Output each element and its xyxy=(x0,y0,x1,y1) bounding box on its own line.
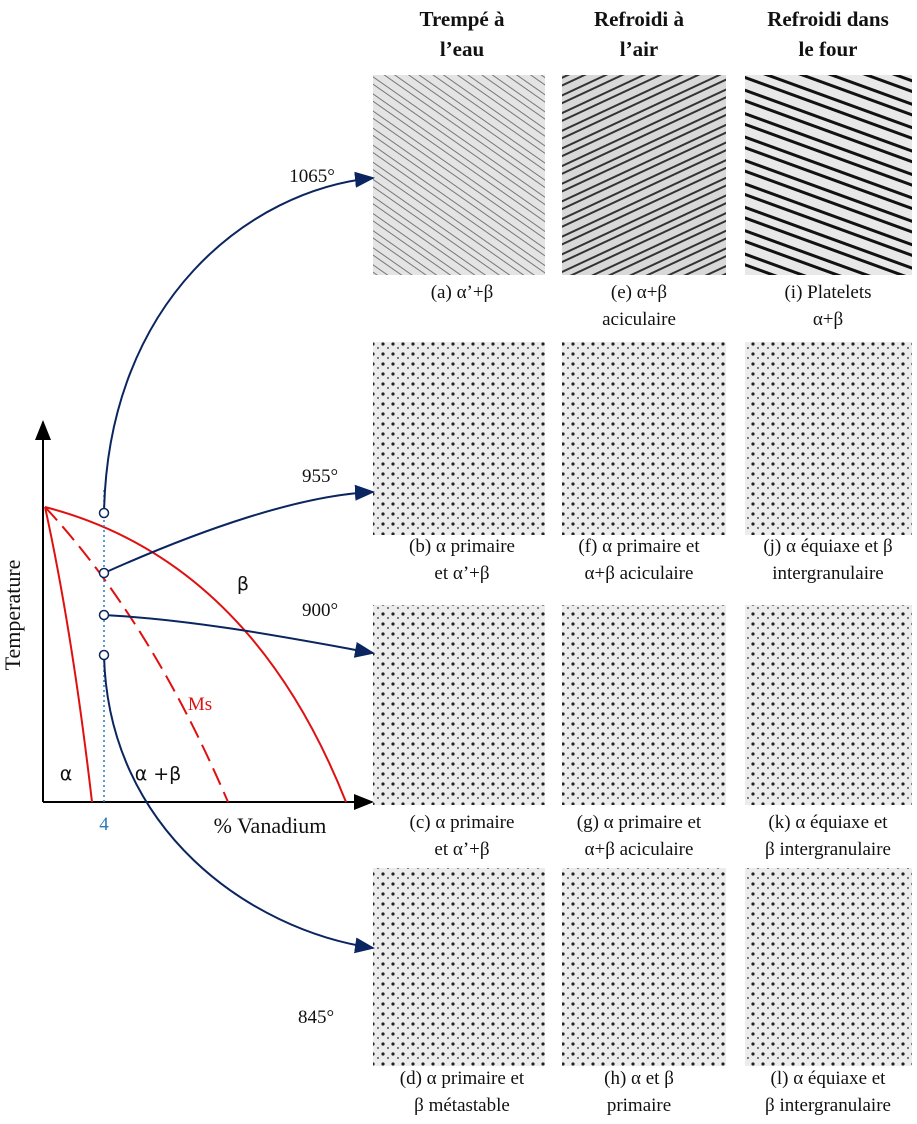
arrow xyxy=(104,492,373,573)
column-header: Trempé à xyxy=(420,7,505,31)
alpha-boundary xyxy=(45,507,92,802)
composition-label: 4 xyxy=(99,814,109,835)
ms-label: Ms xyxy=(188,694,212,715)
caption: primaire xyxy=(607,1095,671,1116)
micrograph xyxy=(562,868,726,1066)
caption: (b) α primaire xyxy=(409,536,515,557)
temperature-label: 845° xyxy=(298,1007,334,1028)
temperature-label: 900° xyxy=(302,600,338,621)
caption: (d) α primaire et xyxy=(400,1068,525,1089)
micrograph xyxy=(373,342,545,535)
caption: (f) α primaire et xyxy=(578,536,700,557)
caption: β intergranulaire xyxy=(765,839,891,860)
caption: (e) α+β xyxy=(611,282,667,303)
column-header: l’air xyxy=(620,37,658,61)
column-header: Refroidi dans xyxy=(767,7,889,31)
caption: aciculaire xyxy=(602,309,676,330)
x-axis-label: % Vanadium xyxy=(214,813,327,838)
caption: α+β aciculaire xyxy=(585,839,694,860)
caption: (k) α équiaxe et xyxy=(768,812,888,833)
column-header: l’eau xyxy=(440,37,485,61)
micrograph xyxy=(562,605,726,805)
caption: (c) α primaire xyxy=(410,812,515,833)
caption: (g) α primaire et xyxy=(577,812,702,833)
caption: β métastable xyxy=(414,1095,510,1116)
micrograph xyxy=(562,75,726,275)
point xyxy=(100,569,109,578)
caption: intergranulaire xyxy=(772,563,884,584)
beta-transus xyxy=(45,507,346,802)
caption: (l) α équiaxe et xyxy=(771,1068,887,1089)
caption: (a) α’+β xyxy=(431,282,494,303)
column-header: Refroidi à xyxy=(594,7,685,31)
point xyxy=(100,651,109,660)
micrograph xyxy=(745,605,912,805)
temperature-label: 955° xyxy=(302,466,338,487)
region-label: α +β xyxy=(135,763,182,785)
caption: et α’+β xyxy=(434,839,489,860)
y-axis-label: Temperature xyxy=(0,560,25,671)
micrograph xyxy=(745,342,912,535)
micrograph xyxy=(373,75,545,275)
point xyxy=(100,509,109,518)
caption: et α’+β xyxy=(434,563,489,584)
caption: β intergranulaire xyxy=(765,1095,891,1116)
micrograph xyxy=(373,868,545,1066)
caption: α+β aciculaire xyxy=(585,563,694,584)
micrograph xyxy=(373,605,545,805)
micrograph xyxy=(745,75,912,275)
caption: (h) α et β xyxy=(604,1068,674,1089)
caption: α+β xyxy=(813,309,843,330)
column-header: le four xyxy=(799,37,858,61)
region-label: α xyxy=(60,763,73,785)
caption: (j) α équiaxe et β xyxy=(763,536,892,557)
micrograph xyxy=(745,868,912,1066)
region-label: β xyxy=(237,573,249,595)
temperature-label: 1065° xyxy=(289,166,335,187)
figure: Temperature % Vanadium 4 α α +β β Ms 106… xyxy=(0,0,917,1124)
point xyxy=(100,611,109,620)
caption: (i) Platelets xyxy=(784,282,871,303)
micrograph xyxy=(562,342,726,535)
arrow xyxy=(104,178,373,513)
